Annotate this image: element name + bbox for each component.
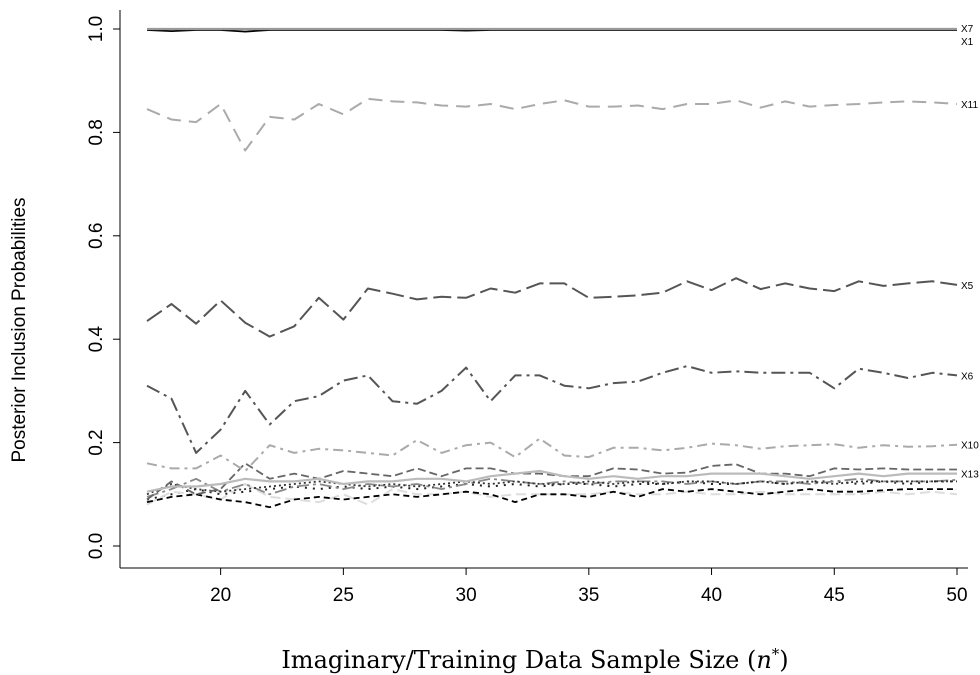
series-line bbox=[146, 480, 957, 501]
series-line-x1 bbox=[146, 29, 957, 33]
series-line-x11 bbox=[146, 97, 958, 152]
y-tick-label: 1.0 bbox=[86, 16, 107, 42]
y-axis-label: Posterior Inclusion Probabilities bbox=[9, 197, 30, 462]
series-line bbox=[146, 462, 957, 501]
series-line-x6 bbox=[146, 365, 958, 454]
x-tick-label: 35 bbox=[578, 585, 599, 606]
series-layer bbox=[146, 27, 958, 509]
x-tick-label: 30 bbox=[456, 585, 477, 606]
series-labels: X7 X1 X11 X5 X6 X10 X13 bbox=[961, 24, 979, 481]
x-tick-label: 50 bbox=[946, 585, 967, 606]
series-line-x10 bbox=[146, 437, 958, 472]
series-line-x5 bbox=[146, 277, 958, 338]
x-axis-label: Imaginary/Training Data Sample Size (n*) bbox=[281, 645, 788, 674]
x-tick-label: 40 bbox=[701, 585, 722, 606]
series-line-x13 bbox=[146, 469, 957, 493]
y-tick-label: 0.2 bbox=[86, 429, 107, 455]
series-line bbox=[146, 480, 957, 496]
x-tick-label: 45 bbox=[824, 585, 845, 606]
series-label: X1 bbox=[961, 37, 974, 48]
x-tick-label: 20 bbox=[210, 585, 231, 606]
axes: 0.0 0.2 0.4 0.6 0.8 1.0 20 25 30 35 40 45 50 bbox=[86, 10, 968, 606]
series-line bbox=[146, 488, 957, 509]
y-tick-label: 0.4 bbox=[86, 326, 107, 353]
y-tick-label: 0.0 bbox=[86, 533, 107, 559]
series-label: X5 bbox=[961, 281, 974, 292]
series-label: X6 bbox=[961, 371, 974, 382]
series-label: X10 bbox=[961, 441, 979, 452]
y-tick-label: 0.8 bbox=[86, 119, 107, 145]
series-label: X13 bbox=[961, 470, 979, 481]
x-tick-label: 25 bbox=[333, 585, 354, 606]
series-label: X11 bbox=[961, 100, 978, 111]
y-tick-label: 0.6 bbox=[86, 223, 107, 249]
series-label: X7 bbox=[961, 24, 974, 35]
